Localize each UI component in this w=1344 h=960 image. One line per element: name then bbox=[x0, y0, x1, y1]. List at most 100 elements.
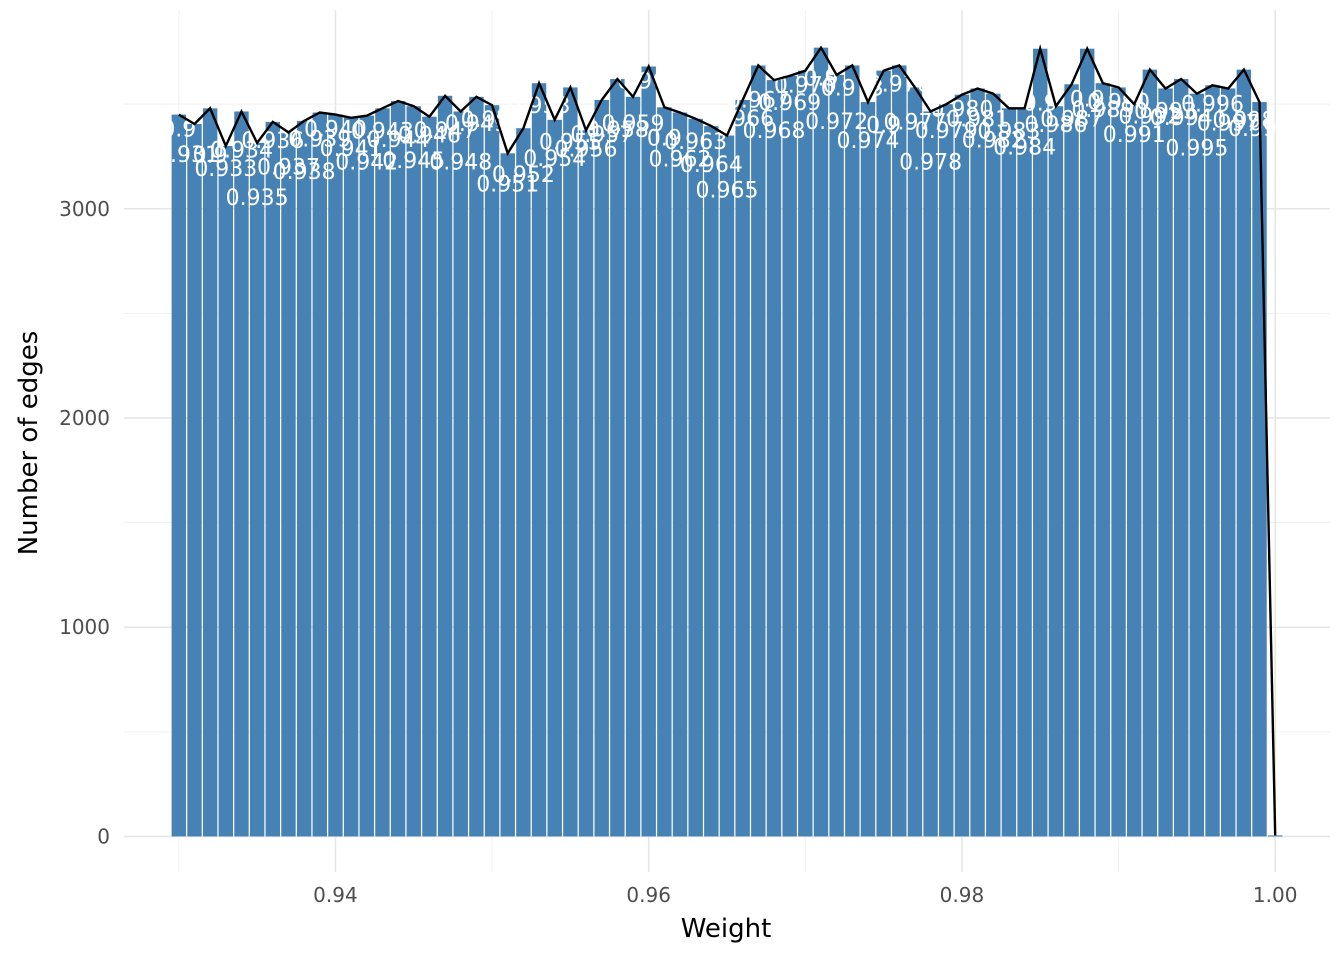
y-tick-label: 0 bbox=[97, 824, 110, 848]
bar bbox=[281, 132, 296, 837]
bar bbox=[876, 70, 891, 837]
bar bbox=[641, 66, 656, 837]
bar bbox=[829, 74, 844, 837]
bar-label: 0.951 bbox=[476, 172, 539, 197]
bar bbox=[469, 96, 484, 837]
bar bbox=[531, 83, 547, 837]
bar-label: 0.989 bbox=[1071, 98, 1134, 123]
bar bbox=[907, 87, 923, 837]
bar-label: 0.977 bbox=[883, 110, 946, 135]
bar bbox=[1048, 106, 1064, 837]
bar bbox=[1017, 108, 1032, 837]
y-axis-ticks: 0 1000 2000 3000 bbox=[59, 197, 110, 849]
bar bbox=[1095, 83, 1111, 837]
bar-label: 0.982 bbox=[962, 129, 1025, 154]
bar-label: 0.968 bbox=[742, 119, 805, 144]
bar-label: 0.966 bbox=[711, 107, 774, 132]
bar-label: 0.981 bbox=[946, 107, 1009, 132]
bar bbox=[1158, 88, 1173, 837]
bar bbox=[500, 153, 515, 837]
bar bbox=[453, 111, 468, 837]
bar bbox=[610, 79, 625, 837]
bar-label: 0.980 bbox=[930, 98, 993, 123]
bar-label: 0.934 bbox=[210, 138, 273, 163]
bar bbox=[359, 115, 374, 837]
bar bbox=[484, 105, 500, 837]
bar-label: 0.991 bbox=[1103, 123, 1166, 148]
bar bbox=[187, 124, 202, 837]
bar bbox=[1174, 79, 1189, 837]
bar-label: 0.947 bbox=[414, 119, 477, 144]
bar-label: 0.938 bbox=[273, 160, 336, 185]
bar bbox=[343, 117, 359, 837]
bar-label: 0.992 bbox=[1118, 105, 1181, 130]
bar bbox=[296, 120, 312, 837]
bar bbox=[563, 87, 578, 837]
bar bbox=[688, 118, 703, 837]
bar bbox=[547, 119, 562, 837]
bar-label: 0.952 bbox=[492, 163, 555, 188]
bar bbox=[1236, 69, 1252, 837]
bar bbox=[1080, 48, 1095, 837]
bar-label: 0.995 bbox=[1165, 137, 1228, 162]
bar bbox=[986, 93, 1001, 837]
y-tick-label: 1000 bbox=[59, 615, 110, 639]
bar bbox=[390, 101, 406, 837]
bar bbox=[202, 108, 218, 837]
bar bbox=[1267, 835, 1283, 837]
bar bbox=[1142, 69, 1158, 837]
bar bbox=[845, 65, 860, 837]
bars bbox=[171, 47, 1283, 837]
bar-label: 0.962 bbox=[649, 148, 712, 173]
bar-label: 0.9 bbox=[193, 143, 228, 168]
bar-label: 0.983 bbox=[977, 119, 1040, 144]
bar bbox=[970, 88, 985, 837]
bar-label: 0.958 bbox=[586, 118, 649, 143]
bar bbox=[1189, 93, 1205, 837]
bar bbox=[312, 112, 327, 837]
bar bbox=[672, 112, 688, 837]
bar-label: 0.944 bbox=[367, 128, 430, 153]
bar bbox=[234, 111, 249, 837]
bar-label: 0.984 bbox=[993, 135, 1056, 160]
bar-label: 0.9 bbox=[1070, 88, 1105, 113]
bar-label: 0.994 bbox=[1150, 106, 1213, 131]
bar bbox=[516, 128, 531, 837]
bar-label: 0.943 bbox=[351, 119, 414, 144]
count-line bbox=[178, 44, 1277, 836]
bar bbox=[422, 116, 437, 837]
bar-label: 0.933 bbox=[194, 157, 257, 182]
bar bbox=[249, 142, 265, 837]
bar-label: 0.979 bbox=[915, 119, 978, 144]
x-axis-ticks: 0.94 0.96 0.98 1.00 bbox=[313, 883, 1297, 907]
x-tick-label: 1.00 bbox=[1253, 883, 1298, 907]
bar-label: 0.996 bbox=[1181, 92, 1244, 117]
bar-label: 0.965 bbox=[696, 179, 759, 204]
bar-label: 0.986 bbox=[1024, 113, 1087, 138]
bar bbox=[782, 75, 797, 837]
bar-label: 0.957 bbox=[570, 123, 633, 148]
bar bbox=[171, 114, 187, 837]
x-tick-label: 0.96 bbox=[626, 883, 671, 907]
bar-label: 0.955 bbox=[539, 130, 602, 155]
bar-label: 0.954 bbox=[523, 147, 586, 172]
bar-label: 0.945 bbox=[382, 149, 445, 174]
bar bbox=[719, 135, 735, 837]
bar bbox=[954, 94, 970, 837]
y-tick-label: 3000 bbox=[59, 197, 110, 221]
bar-label: 0.935 bbox=[226, 186, 289, 211]
bar bbox=[265, 121, 280, 837]
bar-label: 0.9 bbox=[647, 126, 682, 151]
bar bbox=[1127, 104, 1142, 837]
bar bbox=[375, 108, 390, 837]
bar bbox=[594, 99, 609, 837]
bar-label: .931 bbox=[170, 143, 219, 168]
bar-label: 0.9 bbox=[866, 114, 901, 139]
bar bbox=[625, 96, 641, 837]
bar-label: 0.939 bbox=[288, 128, 351, 153]
bar bbox=[1064, 84, 1079, 837]
bar bbox=[1205, 85, 1220, 837]
bar bbox=[406, 106, 421, 837]
bar-label: 0.946 bbox=[398, 124, 461, 149]
